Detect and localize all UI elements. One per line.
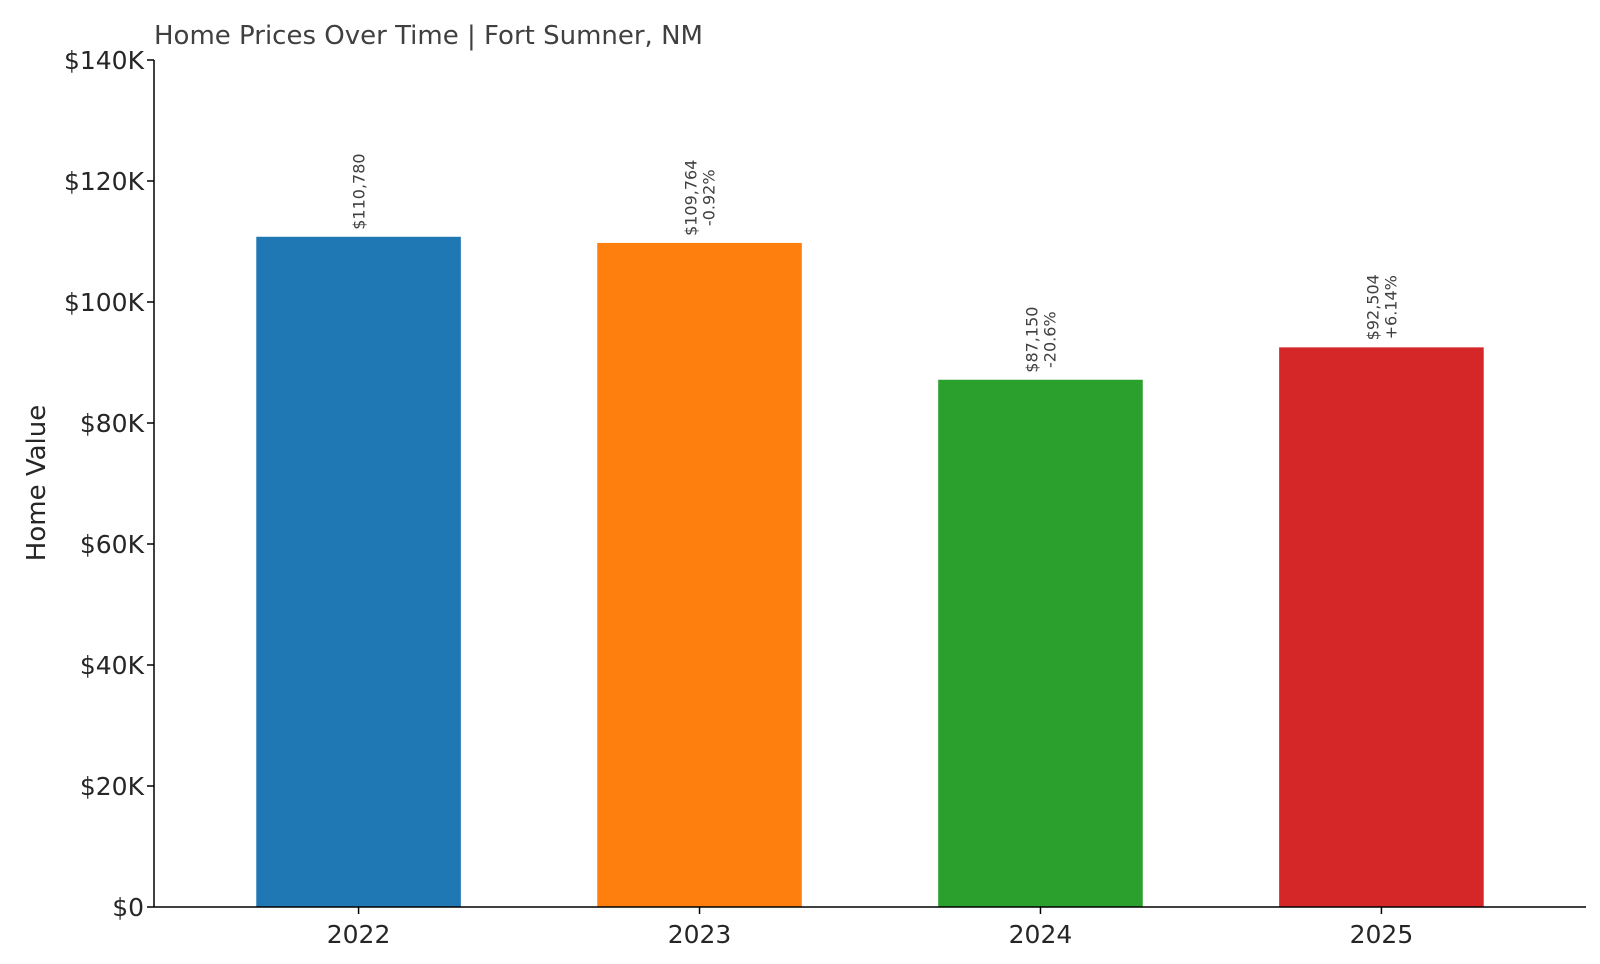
y-tick-label: $40K bbox=[80, 651, 145, 680]
bar-2024 bbox=[938, 379, 1143, 907]
data-labels: $110,780 $109,764 -0.92% $87,150 -20.6% $92,5… bbox=[350, 153, 1401, 372]
data-label-group: $110,780 bbox=[350, 153, 369, 229]
y-tick-label: $60K bbox=[80, 530, 145, 559]
x-tick-label: 2025 bbox=[1350, 920, 1414, 949]
x-tick-label: 2023 bbox=[668, 920, 732, 949]
y-tick-label: $0 bbox=[112, 893, 144, 922]
value-label: $92,504 bbox=[1363, 274, 1382, 340]
bar-2023 bbox=[597, 242, 802, 907]
value-label: $109,764 bbox=[682, 160, 701, 236]
data-label-group: $109,764 -0.92% bbox=[682, 160, 719, 236]
y-axis-label: Home Value bbox=[22, 405, 52, 561]
y-tick-label: $140K bbox=[64, 46, 145, 75]
y-tick-label: $80K bbox=[80, 409, 145, 438]
y-tick-label: $100K bbox=[64, 288, 145, 317]
bar-2022 bbox=[256, 236, 461, 907]
y-tick-label: $20K bbox=[80, 772, 145, 801]
data-label-group: $87,150 -20.6% bbox=[1022, 307, 1059, 373]
value-label: $110,780 bbox=[350, 153, 369, 229]
data-label-group: $92,504 +6.14% bbox=[1363, 274, 1400, 340]
chart-title: Home Prices Over Time | Fort Sumner, NM bbox=[154, 21, 703, 51]
change-label: -0.92% bbox=[700, 169, 719, 226]
x-tick-label: 2022 bbox=[327, 920, 391, 949]
bar-2025 bbox=[1279, 347, 1484, 908]
value-label: $87,150 bbox=[1022, 307, 1041, 373]
x-axis: 2022 2023 2024 2025 bbox=[154, 906, 1586, 949]
change-label: +6.14% bbox=[1381, 275, 1400, 339]
y-axis: $0 $20K $40K $60K $80K $100K $120K $140K bbox=[64, 46, 155, 922]
bars bbox=[256, 236, 1484, 908]
y-tick-label: $120K bbox=[64, 167, 145, 196]
change-label: -20.6% bbox=[1040, 311, 1059, 368]
x-tick-label: 2024 bbox=[1009, 920, 1073, 949]
